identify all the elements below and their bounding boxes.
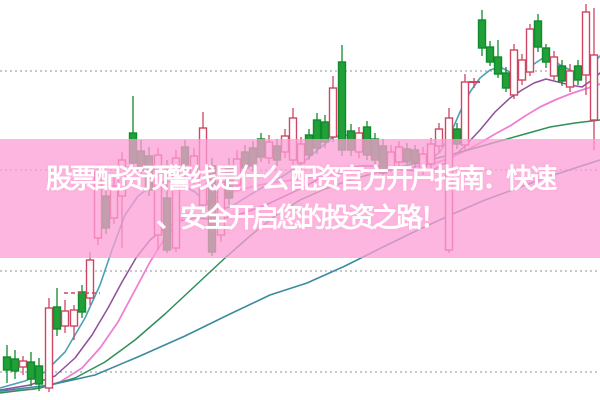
- candle-body-up: [525, 28, 535, 73]
- candle-body-down: [10, 358, 20, 372]
- candle-body-up: [328, 87, 338, 138]
- candle-body-down: [485, 46, 495, 63]
- candle-body-down: [77, 291, 87, 313]
- candle-body-down: [533, 20, 543, 48]
- candle-body-up: [581, 11, 591, 76]
- promo-title-line1: 股票配资预警线是什么 配资官方开户指南：快速: [45, 163, 558, 194]
- candle-body-up: [460, 81, 470, 146]
- candle-body-down: [493, 56, 503, 75]
- candle-body-up: [565, 70, 575, 88]
- candle-body-up: [60, 310, 70, 327]
- candle-body-up: [69, 309, 79, 327]
- candle-body-down: [2, 356, 12, 371]
- candle-body-up: [589, 54, 599, 121]
- promo-title: 股票配资预警线是什么 配资官方开户指南：快速 、安全开启您的投资之路！: [0, 160, 600, 238]
- promo-title-line2: 、安全开启您的投资之路！: [156, 202, 447, 233]
- candle-body-up: [85, 259, 95, 299]
- candle-body-down: [557, 65, 567, 82]
- candle-body-down: [34, 365, 44, 385]
- candle-body-down: [501, 72, 511, 89]
- promo-banner: 股票配资预警线是什么 配资官方开户指南：快速 、安全开启您的投资之路！: [0, 139, 600, 258]
- candle-body-down: [541, 47, 551, 63]
- candle-body-down: [26, 361, 36, 380]
- candle-body-down: [477, 19, 487, 49]
- candle-body-up: [517, 59, 527, 81]
- candle-body-down: [52, 306, 62, 330]
- candle-body-down: [573, 65, 583, 81]
- candle-body-up: [18, 360, 28, 368]
- candle-body-down: [337, 61, 347, 151]
- candle-body-up: [44, 307, 54, 389]
- candle-body-up: [549, 56, 559, 77]
- candle-body-up: [509, 49, 519, 96]
